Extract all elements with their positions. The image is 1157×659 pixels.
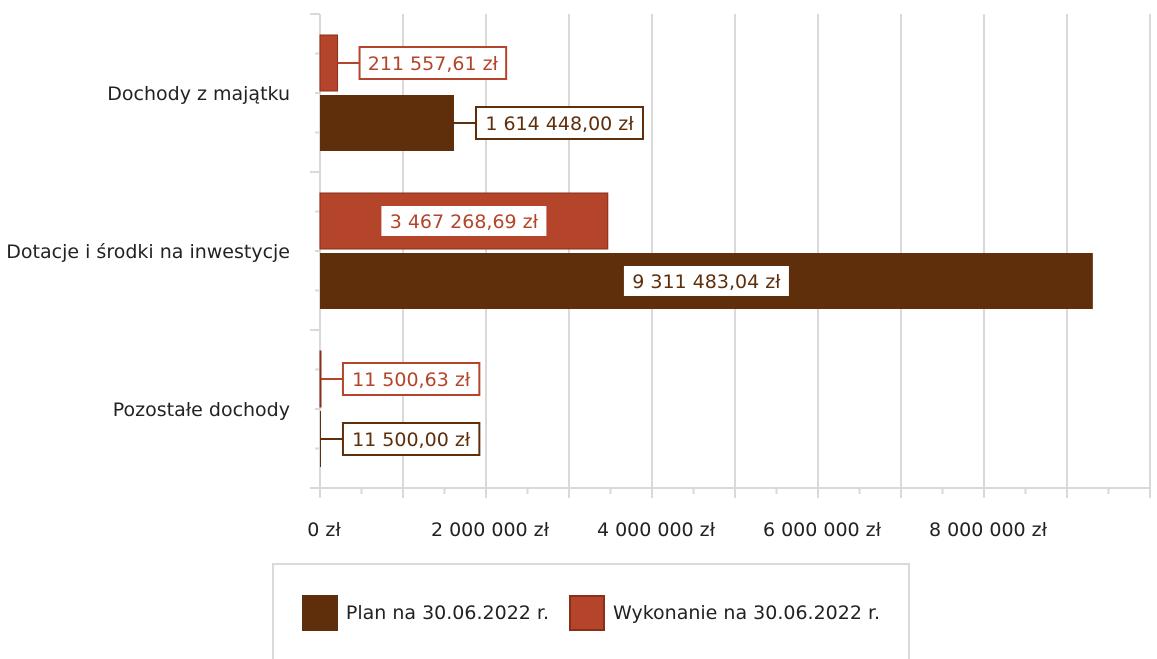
bar bbox=[320, 411, 321, 467]
legend-label-plan: Plan na 30.06.2022 r. bbox=[345, 602, 550, 624]
data-label-box bbox=[341, 422, 481, 456]
category-labels: Dochody z majątku Dotacje i środki na inw… bbox=[6, 83, 290, 421]
x-tick-label: 4 000 000 zł bbox=[597, 519, 716, 541]
x-tick-label: 0 zł bbox=[307, 519, 341, 541]
x-tick-labels: 0 zł 2 000 000 zł 4 000 000 zł 6 000 000 zł… bbox=[307, 519, 1047, 541]
data-label: 211 557,61 zł bbox=[368, 53, 499, 75]
data-label-box bbox=[621, 264, 791, 298]
bar bbox=[319, 34, 339, 92]
data-label-box bbox=[474, 106, 644, 140]
data-labels: 211 557,61 zł 1 614 448,00 zł 3 467 268,69… bbox=[320, 46, 791, 456]
axes bbox=[310, 13, 1151, 498]
data-label: 11 500,00 zł bbox=[352, 429, 471, 451]
bar bbox=[319, 350, 322, 408]
legend-swatch-wykonanie bbox=[569, 595, 606, 631]
data-label-box bbox=[358, 46, 508, 80]
legend: Plan na 30.06.2022 r. Wykonanie na 30.06… bbox=[272, 563, 910, 659]
x-tick-label: 6 000 000 zł bbox=[763, 519, 882, 541]
legend-swatch-plan bbox=[301, 595, 338, 631]
legend-label-wykonanie: Wykonanie na 30.06.2022 r. bbox=[613, 602, 881, 624]
bar bbox=[320, 95, 454, 151]
data-label: 1 614 448,00 zł bbox=[485, 113, 634, 135]
data-label: 11 500,63 zł bbox=[352, 369, 471, 391]
data-label: 3 467 268,69 zł bbox=[390, 211, 539, 233]
legend-item-wykonanie: Wykonanie na 30.06.2022 r. bbox=[569, 595, 880, 631]
data-label-box bbox=[379, 204, 549, 238]
legend-item-plan: Plan na 30.06.2022 r. bbox=[301, 595, 550, 631]
category-label: Dotacje i środki na inwestycje bbox=[6, 241, 290, 263]
grid-lines bbox=[402, 14, 1151, 488]
x-tick-label: 2 000 000 zł bbox=[431, 519, 550, 541]
category-label: Pozostałe dochody bbox=[113, 399, 290, 421]
data-label: 9 311 483,04 zł bbox=[632, 271, 781, 293]
bars bbox=[319, 34, 1093, 467]
category-label: Dochody z majątku bbox=[107, 83, 290, 105]
data-label-box bbox=[341, 362, 481, 396]
x-tick-label: 8 000 000 zł bbox=[929, 519, 1048, 541]
